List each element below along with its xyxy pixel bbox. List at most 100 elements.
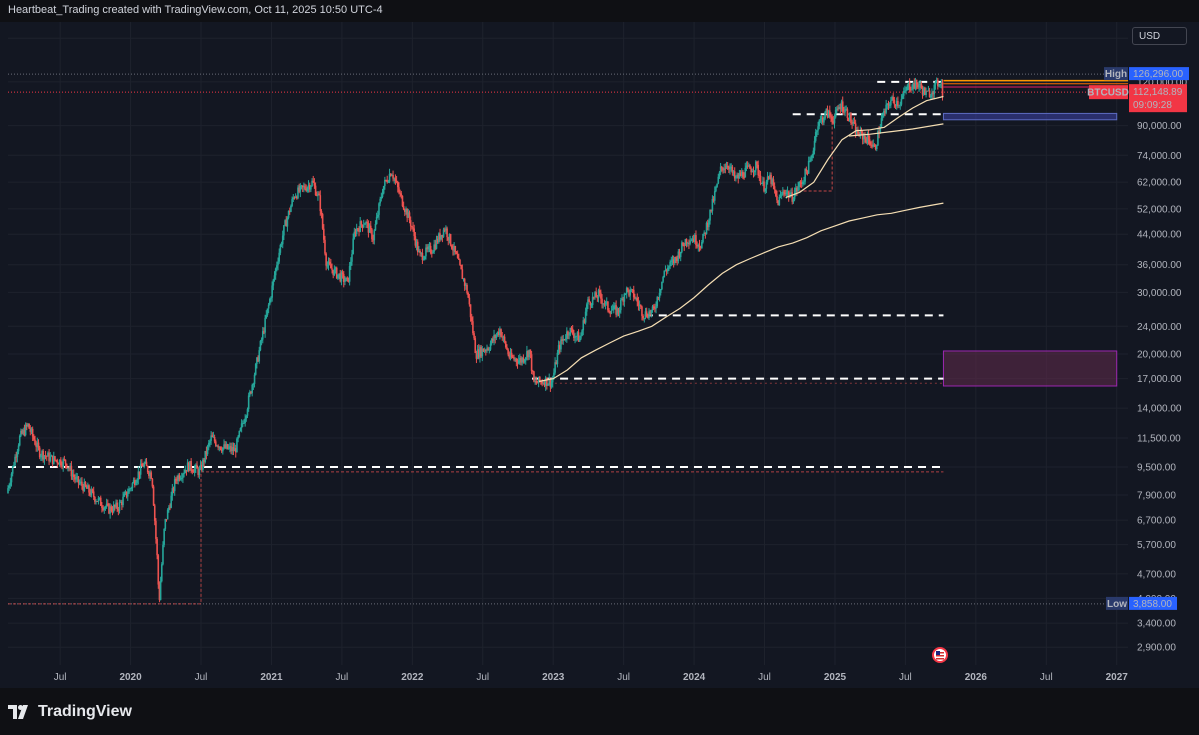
candle-down: [116, 502, 118, 510]
candle-up: [785, 192, 788, 195]
candle-down: [394, 178, 397, 182]
candle-down: [920, 83, 923, 89]
candle-down: [301, 185, 304, 188]
candle-up: [751, 171, 754, 173]
candle-up: [222, 447, 224, 452]
candle-up: [852, 121, 855, 124]
currency-button[interactable]: USD: [1132, 27, 1187, 45]
candle-up: [62, 459, 64, 467]
candle-up: [495, 334, 498, 339]
candle-up: [664, 270, 667, 272]
candle-up: [338, 273, 340, 275]
candle-down: [860, 129, 863, 133]
candle-up: [351, 254, 353, 262]
candle-down: [220, 449, 223, 452]
candle-up: [502, 336, 505, 338]
candle-down: [696, 245, 698, 247]
candle-up: [104, 506, 107, 508]
candle-down: [632, 289, 635, 298]
candle-down: [443, 229, 446, 231]
candle-up: [729, 167, 731, 170]
candle-up: [859, 129, 862, 137]
candle-down: [108, 504, 110, 514]
candle-up: [697, 244, 700, 247]
candle-up: [834, 109, 837, 118]
candle-up: [139, 463, 142, 475]
candle-up: [393, 178, 396, 180]
candle-up: [643, 317, 646, 319]
candle-down: [467, 292, 470, 298]
candle-down: [722, 167, 724, 171]
candle-up: [934, 81, 937, 85]
candle-up: [691, 238, 694, 241]
candle-up: [13, 465, 15, 467]
candle-up: [669, 261, 671, 267]
candle-down: [854, 123, 857, 135]
candle-down: [830, 115, 832, 117]
candle-up: [885, 104, 887, 113]
time-axis-tick-label: 2022: [401, 672, 424, 683]
candle-up: [375, 216, 378, 224]
candle-down: [367, 222, 370, 233]
candle-up: [50, 455, 53, 457]
candle-down: [503, 336, 506, 342]
candle-up: [238, 430, 241, 437]
candle-up: [611, 309, 614, 311]
candle-up: [900, 98, 903, 105]
candle-down: [88, 485, 90, 493]
candle-up: [597, 290, 600, 299]
candle-up: [809, 160, 811, 162]
candle-up: [780, 194, 783, 196]
time-axis-panel[interactable]: [0, 665, 1128, 688]
candle-down: [64, 459, 67, 464]
candle-down: [70, 465, 73, 477]
candle-down: [328, 261, 331, 265]
candle-down: [530, 354, 533, 371]
tradingview-logo[interactable]: TradingView: [8, 702, 132, 722]
candle-down: [563, 338, 566, 340]
candle-up: [103, 507, 106, 510]
candle-down: [843, 111, 845, 113]
candle-up: [182, 474, 184, 478]
candle-up: [58, 459, 61, 465]
candle-down: [38, 447, 41, 458]
price-axis-tick-label: 6,700.00: [1137, 516, 1176, 527]
candle-up: [671, 259, 674, 261]
candle-down: [598, 290, 601, 293]
candle-up: [881, 114, 884, 119]
candle-down: [784, 192, 786, 195]
candle-up: [581, 330, 583, 336]
candle-up: [662, 277, 664, 282]
candle-down: [385, 179, 387, 181]
candle-up: [582, 320, 585, 331]
candle-down: [21, 430, 23, 434]
candle-down: [841, 101, 844, 112]
price-axis-tick-label: 36,000.00: [1137, 260, 1182, 271]
candle-down: [710, 209, 713, 212]
candle-up: [128, 488, 130, 494]
candle-up: [479, 347, 481, 358]
candle-up: [703, 232, 705, 234]
candle-up: [428, 245, 431, 247]
candle-down: [366, 221, 369, 223]
candle-up: [345, 277, 347, 282]
candle-up: [798, 182, 801, 187]
candle-up: [135, 482, 137, 486]
candle-down: [712, 198, 715, 201]
candle-down: [219, 446, 222, 450]
candle-up: [919, 83, 922, 86]
time-axis-tick-label: Jul: [54, 672, 67, 683]
candle-up: [382, 185, 385, 194]
candle-up: [348, 265, 351, 282]
price-axis-panel[interactable]: [1128, 22, 1199, 688]
candle-up: [407, 212, 410, 218]
candle-up: [918, 85, 920, 88]
candle-down: [81, 481, 83, 486]
candle-down: [639, 305, 642, 307]
candle-up: [816, 130, 818, 133]
candle-up: [344, 281, 346, 283]
candle-up: [41, 450, 43, 456]
candle-down: [772, 179, 775, 187]
candle-up: [49, 456, 52, 462]
